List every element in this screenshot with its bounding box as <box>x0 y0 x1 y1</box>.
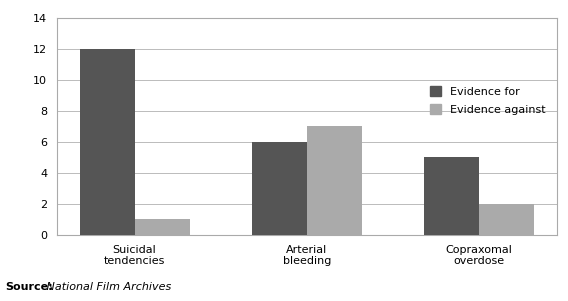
Bar <box>479 204 534 235</box>
Bar <box>135 219 190 235</box>
Bar <box>252 142 307 235</box>
Bar <box>307 126 362 235</box>
Bar <box>80 49 135 235</box>
Legend: Evidence for, Evidence against: Evidence for, Evidence against <box>424 81 551 120</box>
Bar <box>424 157 479 235</box>
Text: National Film Archives: National Film Archives <box>43 282 172 292</box>
Text: Source:: Source: <box>6 282 53 292</box>
